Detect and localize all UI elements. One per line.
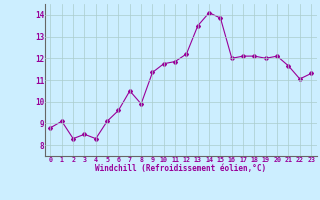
X-axis label: Windchill (Refroidissement éolien,°C): Windchill (Refroidissement éolien,°C) bbox=[95, 164, 266, 173]
